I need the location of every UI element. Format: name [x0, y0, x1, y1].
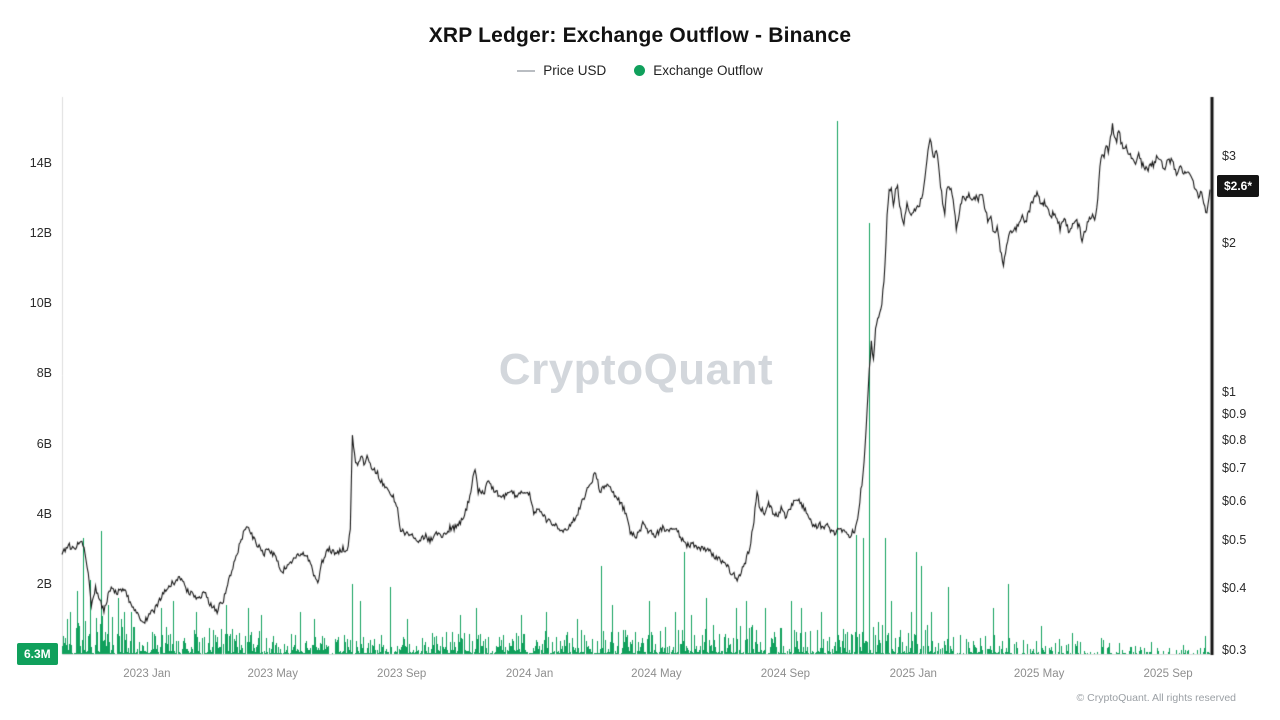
left-axis-tick: 8B: [36, 366, 52, 381]
right-axis-tick: $2: [1222, 235, 1236, 250]
copyright-footer: © CryptoQuant. All rights reserved: [1076, 692, 1236, 704]
left-axis-tick: 4B: [36, 506, 52, 521]
x-axis-tick: 2025 Sep: [1143, 668, 1193, 680]
right-axis-tick: $0.3: [1222, 643, 1247, 657]
x-axis-tick: 2024 May: [631, 668, 682, 680]
right-axis-tick: $0.9: [1222, 407, 1247, 422]
x-axis-tick: 2023 Sep: [377, 668, 427, 680]
left-axis-tick: 6B: [36, 436, 52, 451]
x-axis-tick: 2024 Sep: [760, 668, 811, 680]
right-axis-tick: $0.5: [1222, 533, 1247, 548]
right-axis-tick: $1: [1222, 384, 1236, 399]
x-axis-tick: 2023 Jan: [123, 668, 171, 680]
left-axis-tick: 12B: [29, 226, 52, 241]
right-axis-tick: $0.7: [1222, 461, 1247, 476]
left-axis-tick: 14B: [29, 156, 52, 170]
x-axis-tick: 2025 Jan: [889, 668, 937, 680]
x-axis-tick: 2024 Jan: [505, 668, 554, 680]
latest-outflow-badge: 6.3M: [17, 643, 58, 665]
right-axis-tick: $3: [1222, 149, 1236, 163]
left-axis-tick: 10B: [29, 296, 52, 311]
x-axis-tick: 2023 May: [247, 668, 298, 680]
x-axis-tick: 2025 May: [1013, 668, 1065, 680]
right-axis-tick: $0.8: [1222, 432, 1247, 447]
left-axis-tick: 2B: [36, 576, 52, 591]
latest-price-badge: $2.6*: [1217, 174, 1260, 197]
right-axis-tick: $0.4: [1222, 581, 1247, 596]
right-axis-tick: $0.6: [1222, 494, 1247, 509]
